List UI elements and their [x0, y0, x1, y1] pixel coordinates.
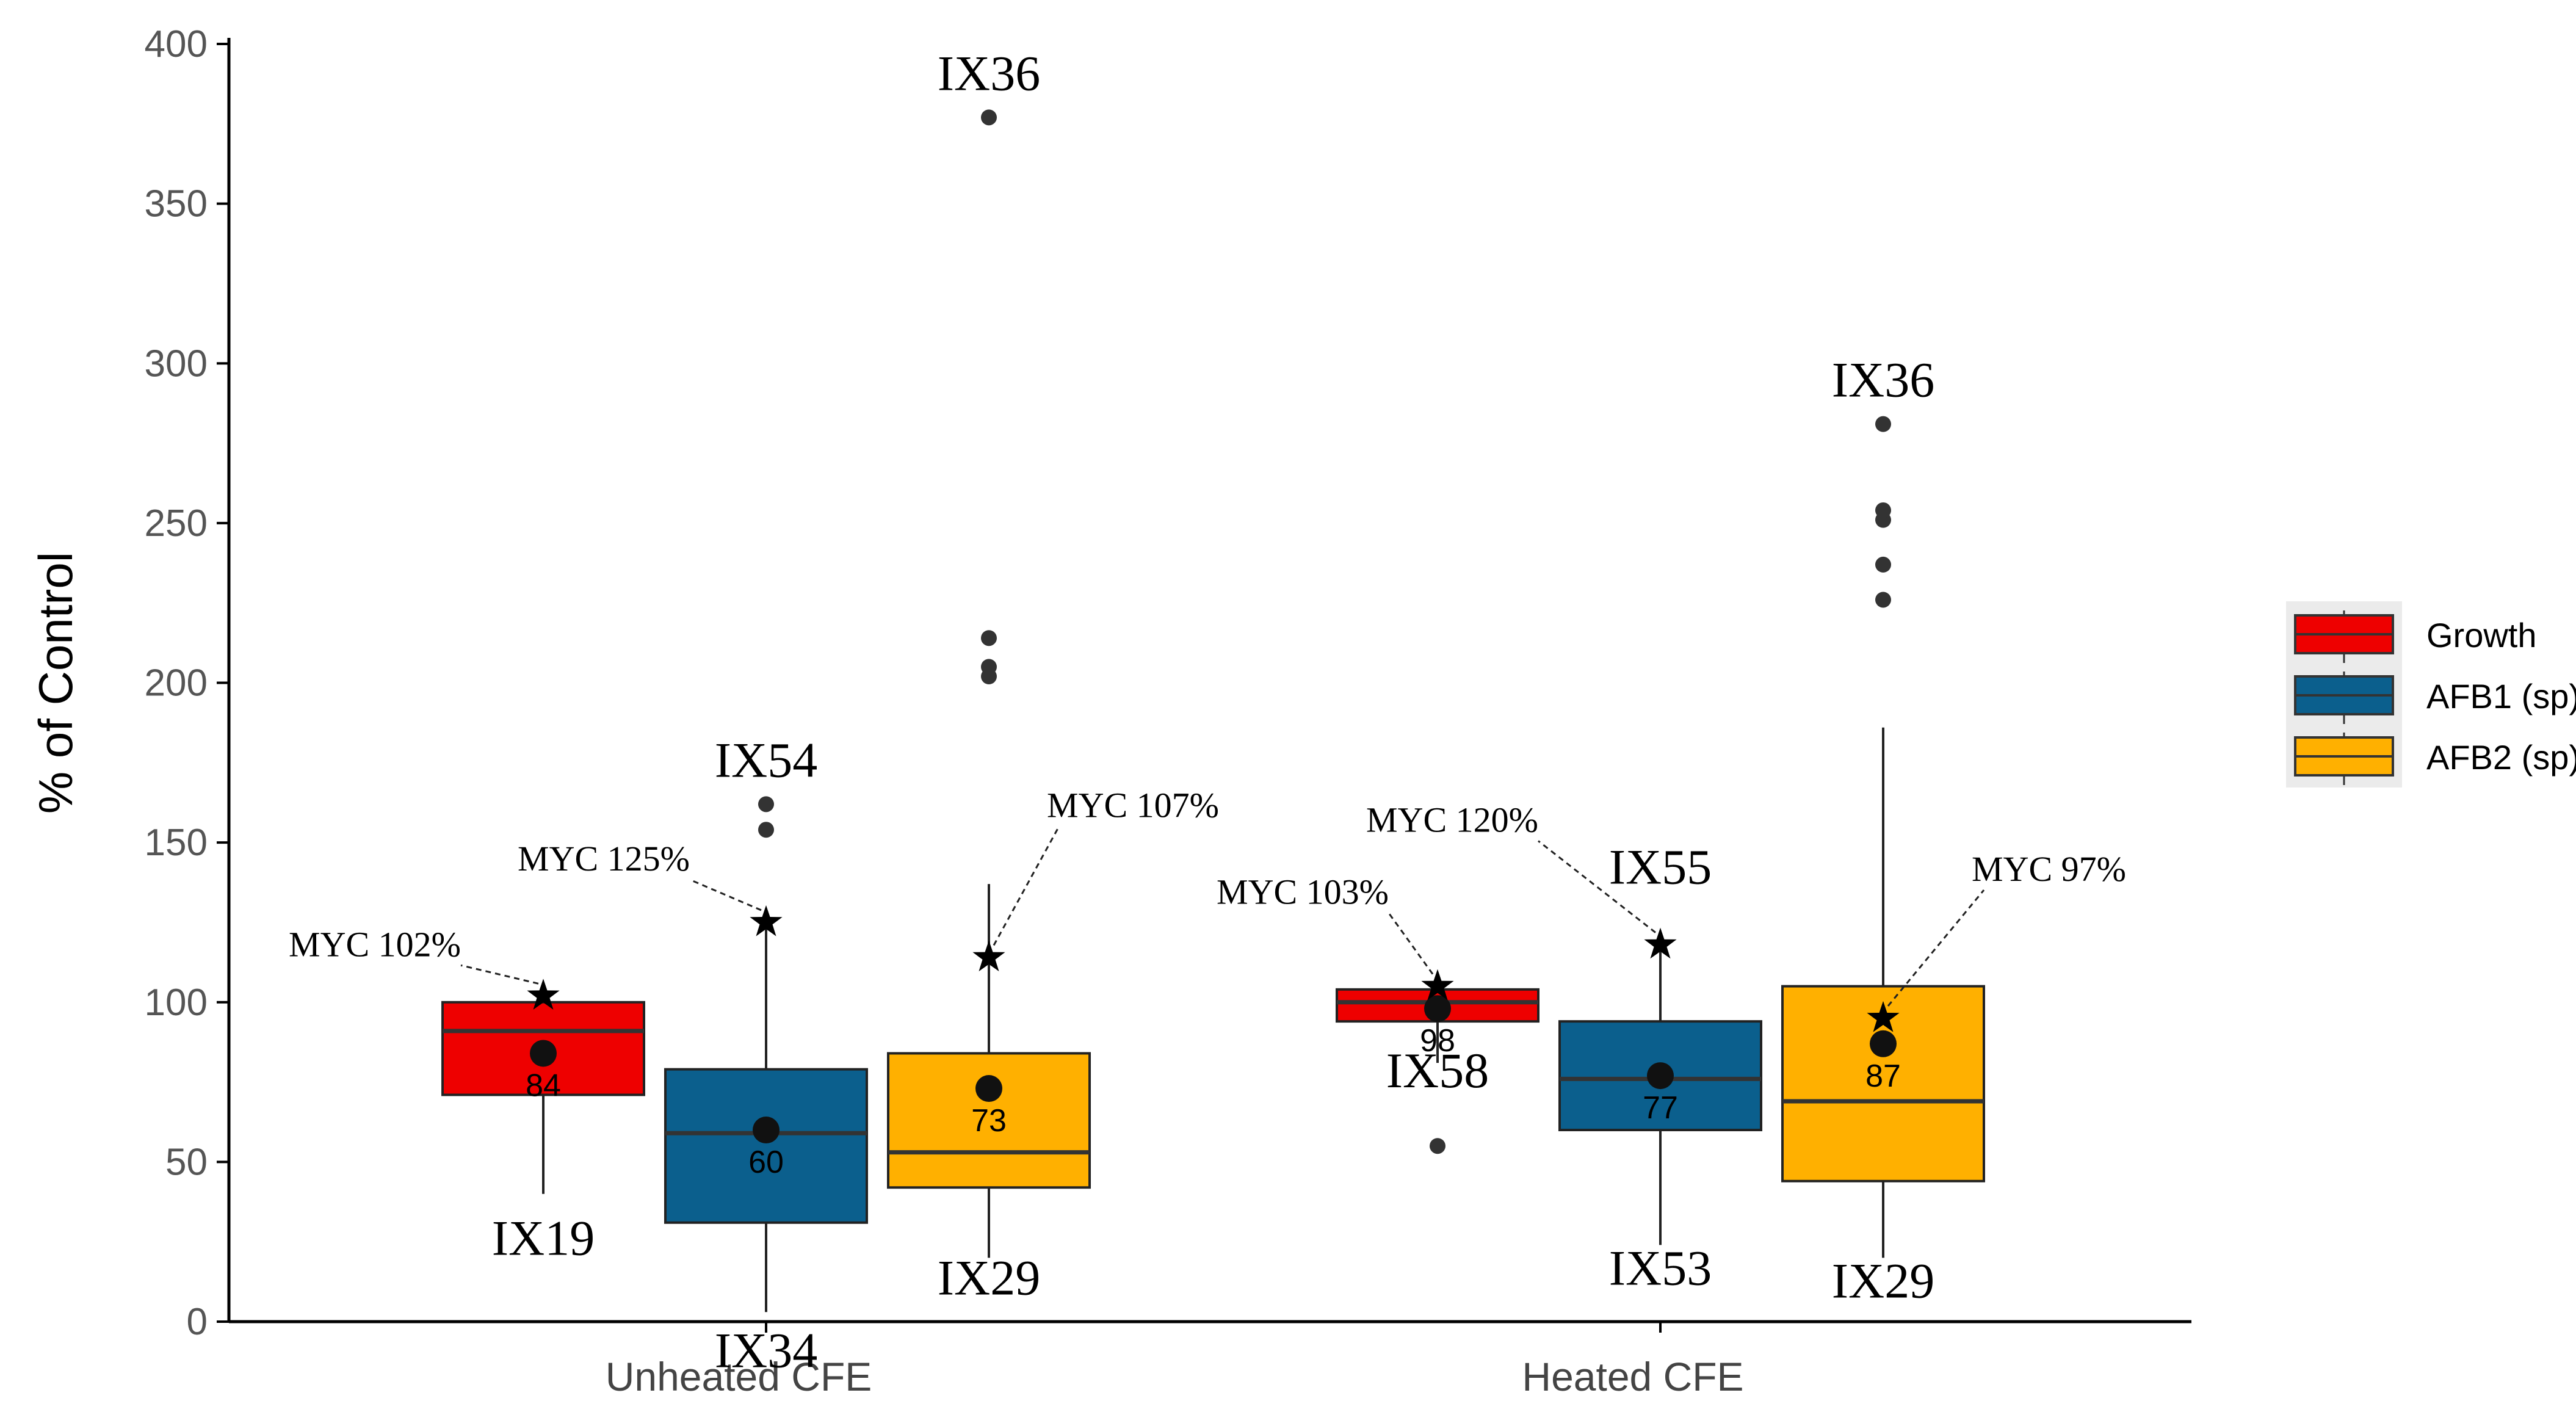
- mean-label: 60: [748, 1145, 784, 1180]
- y-tick-label-200: 200: [145, 662, 208, 704]
- legend-item-growth: Growth: [2294, 610, 2537, 663]
- low-extreme-label: IX34: [715, 1322, 818, 1378]
- myc-leader-line: [689, 878, 762, 911]
- box-afb2-sp--unheated: 73: [887, 109, 1091, 1258]
- myc-label: MYC 107%: [1047, 785, 1219, 825]
- box-afb2-sp--heated: 87: [1781, 416, 1985, 1258]
- myc-star: [972, 940, 1005, 972]
- y-tick-label-100: 100: [145, 982, 208, 1024]
- mean-label: 73: [971, 1103, 1007, 1139]
- low-extreme-label: IX29: [938, 1250, 1041, 1305]
- myc-leader-line: [460, 964, 539, 985]
- mean-label: 98: [1420, 1023, 1455, 1059]
- myc-label: MYC 102%: [289, 924, 461, 964]
- y-tick-label-150: 150: [145, 822, 208, 864]
- mean-point: [975, 1075, 1002, 1102]
- box-body: [664, 1068, 868, 1224]
- legend-label: Growth: [2426, 616, 2537, 654]
- outlier-point: [1875, 592, 1891, 608]
- mean-point: [753, 1117, 780, 1144]
- myc-star: [1421, 969, 1454, 1001]
- box-afb1-sp--heated: 77: [1558, 944, 1762, 1245]
- myc-star: [750, 905, 783, 936]
- mean-point: [1647, 1062, 1674, 1090]
- myc-label: MYC 120%: [1366, 800, 1538, 840]
- myc-label: MYC 103%: [1217, 872, 1389, 912]
- legend-item-afb1-sp-: AFB1 (sp): [2294, 672, 2576, 724]
- high-extreme-label: IX36: [1832, 352, 1935, 408]
- boxes: 84 60 73 98 77 87: [441, 109, 1985, 1312]
- mean-point: [1870, 1030, 1897, 1057]
- mean-point: [530, 1040, 557, 1067]
- myc-star: [1644, 927, 1677, 959]
- low-extreme-label: IX29: [1832, 1253, 1935, 1308]
- y-axis-title: % of Control: [29, 552, 82, 814]
- outlier-point: [1875, 416, 1891, 432]
- low-extreme-label: IX53: [1609, 1240, 1712, 1295]
- y-tick-label-250: 250: [145, 502, 208, 545]
- y-tick-label-50: 50: [165, 1141, 208, 1183]
- y-tick-label-0: 0: [187, 1301, 208, 1343]
- box-growth-heated: 98: [1336, 986, 1539, 1154]
- y-tick-label-300: 300: [145, 342, 208, 385]
- outlier-point: [981, 630, 997, 646]
- high-extreme-label: IX54: [715, 732, 818, 787]
- mean-point: [1424, 995, 1451, 1023]
- legend-item-afb2-sp-: AFB2 (sp): [2294, 733, 2576, 785]
- box-growth-unheated: 84: [441, 1001, 645, 1194]
- outlier-point: [981, 659, 997, 675]
- legend-label: AFB2 (sp): [2426, 738, 2576, 777]
- y-tick-label-400: 400: [145, 23, 208, 65]
- myc-leader-line: [1387, 912, 1434, 975]
- myc-star: [1867, 1001, 1900, 1032]
- myc-star: [527, 979, 560, 1010]
- x-tick-label: Heated CFE: [1522, 1354, 1743, 1399]
- outlier-point: [1875, 502, 1891, 518]
- low-extreme-label: IX19: [492, 1211, 595, 1266]
- outlier-point: [1430, 1138, 1445, 1154]
- myc-label: MYC 125%: [518, 839, 690, 878]
- mean-label: 84: [526, 1068, 561, 1103]
- box-afb1-sp--unheated: 60: [664, 796, 868, 1312]
- outlier-point: [758, 822, 774, 838]
- high-extreme-label: IX36: [938, 45, 1041, 101]
- myc-leader-line: [1538, 840, 1656, 933]
- y-tick-label-350: 350: [145, 183, 208, 225]
- low-extreme-label: IX58: [1386, 1043, 1489, 1098]
- outlier-point: [1875, 556, 1891, 573]
- legend-label: AFB1 (sp): [2426, 677, 2576, 715]
- myc-leader-line: [993, 825, 1060, 946]
- x-tick-label: Unheated CFE: [606, 1354, 872, 1399]
- outlier-point: [758, 796, 774, 813]
- myc-label: MYC 97%: [1972, 849, 2126, 889]
- mean-label: 87: [1865, 1059, 1901, 1094]
- axes: 0 50 100 150 200 250 300 350 400 % of Control Unhe…: [29, 23, 2191, 1399]
- annotations: MYC 102% IX19 MYC 125% IX34 IX54 MYC 107% IX29…: [289, 45, 2126, 1378]
- mean-label: 77: [1643, 1090, 1678, 1126]
- legend: Growth AFB1 (sp) AFB2 (sp): [2286, 601, 2576, 787]
- high-extreme-label: IX55: [1609, 839, 1712, 895]
- outlier-point: [981, 109, 997, 126]
